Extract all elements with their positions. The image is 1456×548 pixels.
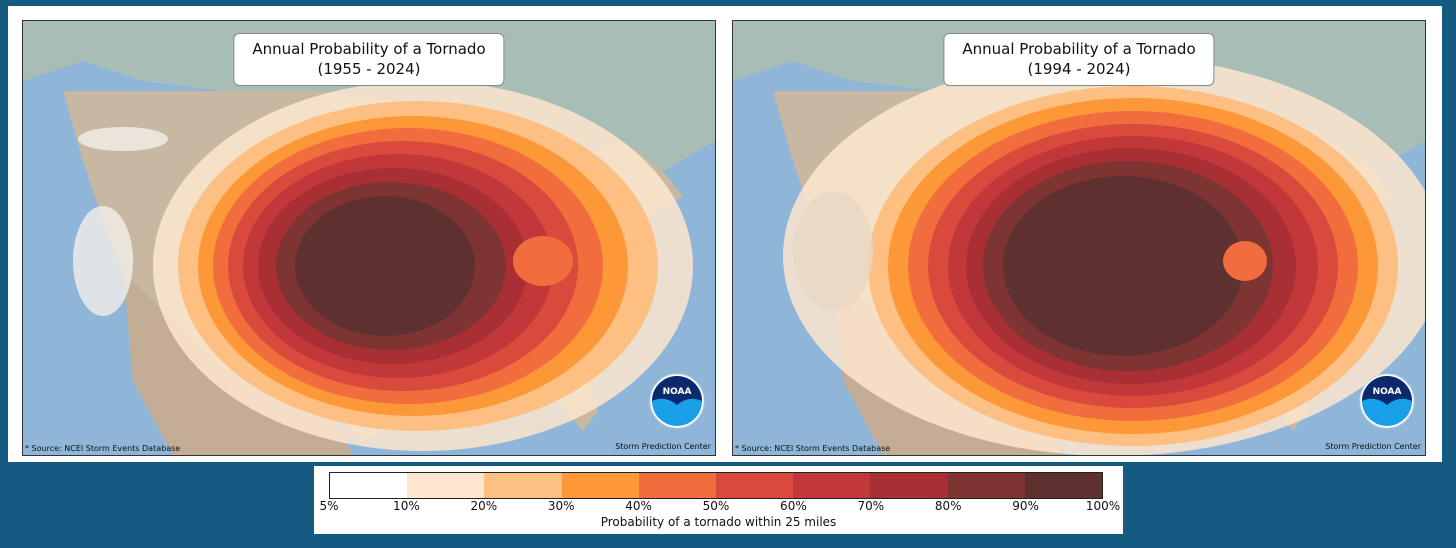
maps-frame: Annual Probability of a Tornado (1955 - … [8, 6, 1442, 462]
legend-swatch [1024, 473, 1103, 498]
legend-caption: Probability of a tornado within 25 miles [600, 515, 837, 529]
map-title-line1: Annual Probability of a Tornado [252, 40, 486, 58]
legend-tick-label: 5% [319, 499, 339, 513]
legend-tick-label: 70% [857, 499, 885, 513]
map-title-line2: (1994 - 2024) [1027, 60, 1131, 78]
noaa-logo-text: NOAA [663, 387, 692, 397]
tornado-probability-map [23, 21, 715, 455]
map-panel-1955-2024: Annual Probability of a Tornado (1955 - … [22, 20, 716, 456]
legend-tick-label: 20% [470, 499, 498, 513]
noaa-logo-icon: NOAA [1359, 373, 1415, 429]
legend-color-bar [329, 472, 1103, 499]
legend-tick-label: 10% [393, 499, 420, 513]
legend-swatch [561, 473, 639, 498]
credit-label: Storm Prediction Center [615, 442, 711, 451]
noaa-logo-text: NOAA [1373, 387, 1402, 397]
legend-tick-label: 30% [547, 499, 575, 513]
legend-tick-labels: 5% 10% 20% 30% 40% 50% 60% 70% 80% 90% 100% [319, 499, 1120, 513]
legend-tick-label: 40% [625, 499, 652, 513]
noaa-logo-icon: NOAA [649, 373, 705, 429]
legend-swatch [638, 473, 717, 498]
data-source-note: * Source: NCEI Storm Events Database [25, 444, 181, 453]
credit-label: Storm Prediction Center [1325, 442, 1421, 451]
legend-tick-label: 80% [934, 499, 962, 513]
legend-tick-label: 50% [702, 499, 730, 513]
legend-swatch [407, 473, 485, 498]
legend-swatch [870, 473, 948, 498]
map-panel-1994-2024: Annual Probability of a Tornado (1994 - … [732, 20, 1426, 456]
legend-tick-label: 60% [780, 499, 807, 513]
legend-tick-label: 90% [1012, 499, 1039, 513]
map-title-line2: (1955 - 2024) [317, 60, 421, 78]
map-title-line1: Annual Probability of a Tornado [962, 40, 1196, 58]
legend-swatch [716, 473, 794, 498]
tornado-probability-map [733, 21, 1425, 455]
probability-legend: 5% 10% 20% 30% 40% 50% 60% 70% 80% 90% 100% Probab… [314, 466, 1123, 534]
legend-swatch [484, 473, 562, 498]
legend-tick-label: 100% [1085, 499, 1121, 513]
legend-swatch [793, 473, 871, 498]
legend-swatch [330, 473, 408, 498]
map-title: Annual Probability of a Tornado (1955 - … [233, 33, 505, 86]
data-source-note: * Source: NCEI Storm Events Database [735, 444, 891, 453]
legend-swatch [947, 473, 1025, 498]
map-title: Annual Probability of a Tornado (1994 - … [943, 33, 1215, 86]
